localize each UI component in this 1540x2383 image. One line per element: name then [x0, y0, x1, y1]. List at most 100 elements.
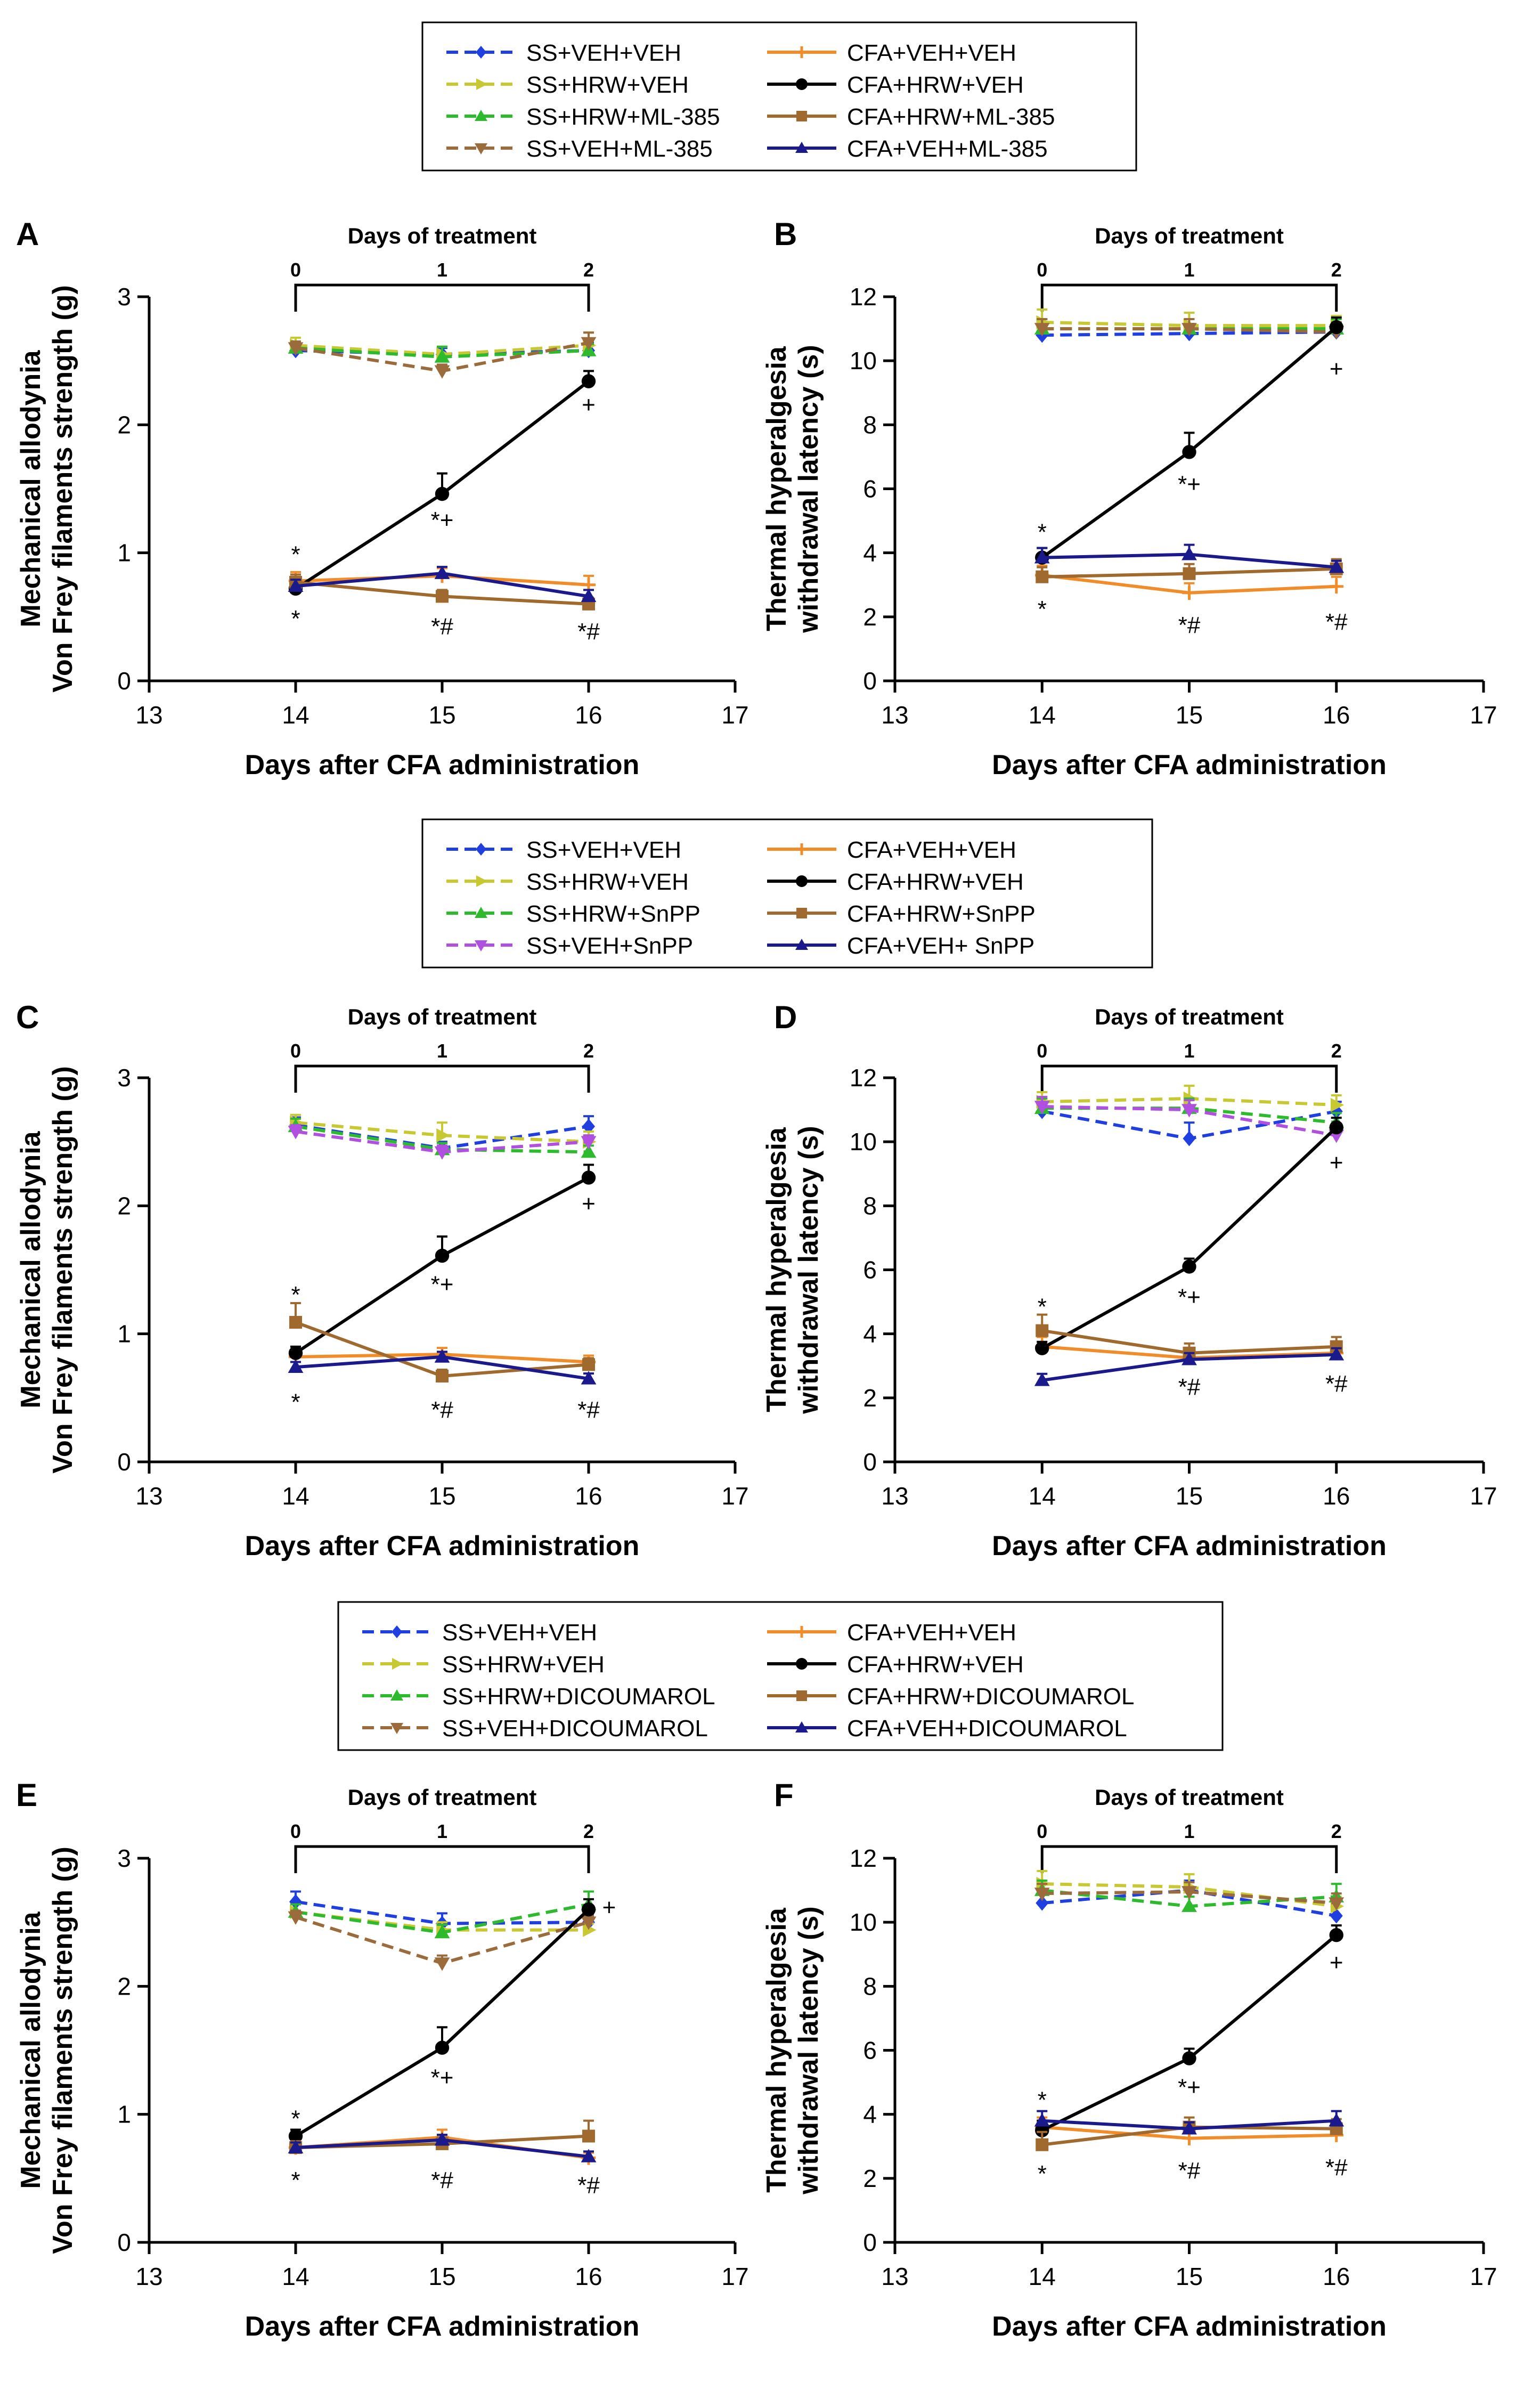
significance-marker: *+: [1178, 471, 1201, 497]
significance-marker: *#: [577, 619, 600, 645]
y-tick-label: 3: [117, 1844, 131, 1872]
y-tick-label: 2: [863, 2165, 877, 2192]
data-point: [1182, 547, 1197, 560]
data-point: [582, 1358, 595, 1371]
legend-item: SS+HRW+DICOUMAROL: [362, 1683, 715, 1710]
data-point: [1330, 1908, 1343, 1924]
panel-label: E: [16, 1777, 37, 1813]
x-tick-label: 16: [1323, 701, 1350, 729]
bracket-day-label: 1: [1184, 259, 1194, 281]
legend-frame: [421, 21, 1137, 172]
legend-label: CFA+HRW+DICOUMAROL: [847, 1683, 1135, 1710]
data-point: [1182, 2051, 1196, 2065]
x-tick-label: 15: [428, 1482, 455, 1510]
legend-item: SS+VEH+DICOUMAROL: [362, 1715, 708, 1742]
legend-item: SS+VEH+ML-385: [446, 136, 713, 162]
legend-swatch-marker: [796, 78, 808, 90]
data-point: [435, 1248, 450, 1263]
significance-marker: +: [602, 1894, 616, 1921]
legend-label: SS+HRW+DICOUMAROL: [442, 1683, 715, 1710]
y-tick-label: 1: [117, 539, 131, 567]
series-6: [289, 1302, 595, 1382]
significance-marker: *: [291, 1389, 300, 1416]
data-point: [1183, 1130, 1196, 1146]
series-3: [288, 1124, 597, 1160]
y-tick-label: 2: [863, 1384, 877, 1412]
y-tick-label: 0: [117, 2229, 131, 2256]
legend-swatch-marker: [390, 1723, 403, 1734]
y-axis-title: Thermal hyperalgesia withdrawal latency (…: [761, 1906, 824, 2194]
legend-item: SS+HRW+ML-385: [446, 104, 720, 130]
data-point: [288, 578, 304, 592]
legend-item: SS+HRW+VEH: [446, 72, 689, 98]
bracket-title: Days of treatment: [1095, 223, 1284, 248]
significance-marker: *#: [1178, 612, 1201, 638]
bracket-day-label: 1: [437, 1040, 447, 1062]
significance-marker: *+: [431, 1272, 454, 1298]
legend-label: CFA+HRW+VEH: [847, 72, 1024, 98]
bracket-title: Days of treatment: [1095, 1004, 1284, 1029]
legend-swatch-marker: [475, 143, 487, 154]
significance-marker: *: [1038, 2087, 1047, 2113]
data-point: [1182, 1886, 1197, 1900]
x-tick-label: 17: [721, 1482, 748, 1510]
data-point: [581, 1144, 597, 1158]
treatment-bracket: [294, 283, 590, 312]
y-tick-label: 0: [863, 1448, 877, 1476]
treatment-bracket: [294, 1064, 590, 1093]
data-point: [1329, 320, 1343, 335]
legend-item: CFA+VEH+DICOUMAROL: [767, 1715, 1127, 1742]
legend-swatch-marker: [475, 907, 487, 918]
panel-label: A: [16, 216, 39, 252]
data-point: [435, 2040, 450, 2055]
x-tick-label: 17: [1470, 1482, 1497, 1510]
y-axis-title-line: Von Frey filaments strength (g): [47, 285, 78, 693]
significance-marker: *: [291, 1282, 300, 1308]
legend-swatch-marker: [476, 78, 487, 90]
legend-item: CFA+HRW+DICOUMAROL: [767, 1683, 1135, 1710]
series-7: [288, 2132, 597, 2162]
series-5: [288, 1898, 596, 2143]
y-tick-label: 12: [850, 1064, 877, 1092]
legend-swatch-marker: [796, 111, 807, 121]
data-point: [1329, 1928, 1343, 1942]
significance-marker: *#: [1325, 2154, 1348, 2181]
legend-item: CFA+VEH+VEH: [767, 40, 1016, 66]
treatment-bracket: [1040, 1064, 1338, 1093]
series-7: [1034, 1347, 1345, 1386]
data-point: [1182, 1104, 1197, 1118]
legend-label: SS+VEH+VEH: [526, 837, 681, 863]
legend-swatch-marker: [476, 843, 486, 856]
legend-swatch-marker: [795, 939, 808, 950]
significance-marker: *: [291, 606, 300, 632]
y-tick-label: 12: [850, 283, 877, 311]
y-axis-title-line: Von Frey filaments strength (g): [47, 1847, 78, 2254]
data-point: [1182, 1898, 1197, 1912]
legend-label: CFA+VEH+VEH: [847, 40, 1016, 66]
legend-label: SS+HRW+SnPP: [526, 901, 700, 927]
series-7: [1034, 543, 1345, 573]
panel-label: C: [16, 999, 39, 1035]
data-point: [1034, 2113, 1050, 2127]
series-5: [288, 370, 596, 596]
treatment-bracket: [294, 1845, 590, 1873]
legend-swatch-marker: [475, 940, 487, 951]
x-tick-label: 13: [881, 2263, 908, 2290]
significance-marker: *: [1038, 519, 1047, 546]
y-tick-label: 0: [863, 667, 877, 695]
significance-marker: +: [582, 1191, 596, 1217]
y-tick-label: 3: [117, 1064, 131, 1092]
x-tick-label: 14: [1029, 1482, 1056, 1510]
data-point: [1329, 579, 1343, 593]
legend-frame: [421, 818, 1153, 969]
data-point: [288, 342, 304, 356]
significance-marker: *#: [577, 1397, 600, 1423]
y-axis-title-line: Thermal hyperalgesia: [761, 346, 792, 631]
legend-swatch-marker: [475, 110, 487, 121]
significance-marker: +: [1330, 356, 1343, 382]
data-point: [288, 1359, 304, 1373]
y-axis-title-line: Mechanical allodynia: [15, 1911, 46, 2189]
data-point: [288, 1346, 303, 1360]
legend-item: SS+VEH+VEH: [446, 837, 681, 863]
